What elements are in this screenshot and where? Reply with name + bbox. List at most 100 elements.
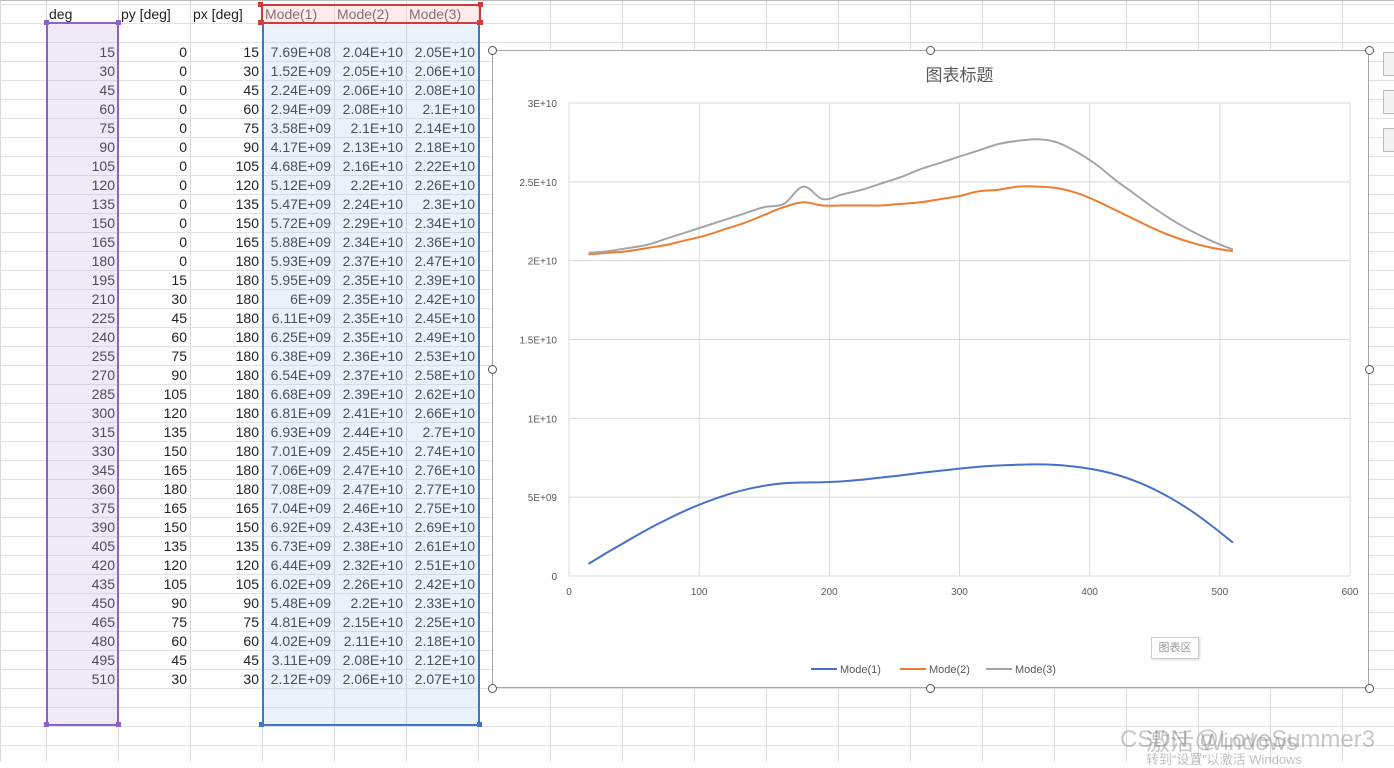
- cell-mode2[interactable]: 2.2E+10: [350, 595, 403, 611]
- cell-mode2[interactable]: 2.05E+10: [342, 63, 403, 79]
- cell-px[interactable]: 45: [243, 652, 259, 668]
- cell-px[interactable]: 90: [243, 595, 259, 611]
- cell-px[interactable]: 180: [235, 367, 259, 383]
- cell-py[interactable]: 0: [179, 44, 187, 60]
- cell-py[interactable]: 45: [171, 652, 187, 668]
- cell-py[interactable]: 90: [171, 367, 187, 383]
- cell-px[interactable]: 135: [235, 538, 259, 554]
- chart-resize-handle[interactable]: [488, 46, 497, 55]
- cell-py[interactable]: 0: [179, 63, 187, 79]
- cell-mode3[interactable]: 2.61E+10: [414, 538, 475, 554]
- cell-mode1[interactable]: 1.52E+09: [270, 63, 331, 79]
- chart-resize-handle[interactable]: [1365, 365, 1374, 374]
- cell-deg[interactable]: 165: [91, 234, 115, 250]
- cell-deg[interactable]: 345: [91, 462, 115, 478]
- cell-deg[interactable]: 195: [91, 272, 115, 288]
- cell-mode2[interactable]: 2.36E+10: [342, 348, 403, 364]
- cell-mode2[interactable]: 2.32E+10: [342, 557, 403, 573]
- cell-py[interactable]: 135: [163, 424, 187, 440]
- cell-mode3[interactable]: 2.51E+10: [414, 557, 475, 573]
- cell-mode2[interactable]: 2.38E+10: [342, 538, 403, 554]
- cell-py[interactable]: 75: [171, 614, 187, 630]
- cell-mode3[interactable]: 2.14E+10: [414, 120, 475, 136]
- cell-px[interactable]: 180: [235, 348, 259, 364]
- cell-mode3[interactable]: 2.25E+10: [414, 614, 475, 630]
- cell-mode3[interactable]: 2.42E+10: [414, 291, 475, 307]
- cell-deg[interactable]: 285: [91, 386, 115, 402]
- cell-mode2[interactable]: 2.35E+10: [342, 272, 403, 288]
- cell-mode3[interactable]: 2.47E+10: [414, 253, 475, 269]
- cell-deg[interactable]: 315: [91, 424, 115, 440]
- cell-mode1[interactable]: 2.12E+09: [270, 671, 331, 687]
- line-chart[interactable]: 图表标题 0 5E+09 1E+10 1.5E+10 2E+10 2.5E+10 3E+10 0…: [492, 50, 1369, 688]
- selection-handle[interactable]: [44, 722, 49, 727]
- header-cell-mode3[interactable]: Mode(3): [409, 6, 462, 22]
- cell-mode2[interactable]: 2.16E+10: [342, 158, 403, 174]
- cell-mode3[interactable]: 2.53E+10: [414, 348, 475, 364]
- cell-px[interactable]: 180: [235, 253, 259, 269]
- cell-px[interactable]: 150: [235, 519, 259, 535]
- cell-py[interactable]: 30: [171, 671, 187, 687]
- cell-mode3[interactable]: 2.69E+10: [414, 519, 475, 535]
- cell-mode2[interactable]: 2.15E+10: [342, 614, 403, 630]
- cell-mode3[interactable]: 2.18E+10: [414, 139, 475, 155]
- header-cell-px[interactable]: px [deg]: [193, 6, 243, 22]
- cell-mode2[interactable]: 2.1E+10: [350, 120, 403, 136]
- cell-mode1[interactable]: 6.44E+09: [270, 557, 331, 573]
- cell-mode3[interactable]: 2.26E+10: [414, 177, 475, 193]
- header-cell-mode1[interactable]: Mode(1): [265, 6, 318, 22]
- cell-mode2[interactable]: 2.08E+10: [342, 652, 403, 668]
- selection-handle[interactable]: [259, 722, 264, 727]
- chart-resize-handle[interactable]: [1365, 46, 1374, 55]
- cell-mode3[interactable]: 2.76E+10: [414, 462, 475, 478]
- cell-mode1[interactable]: 2.24E+09: [270, 82, 331, 98]
- cell-mode1[interactable]: 6.81E+09: [270, 405, 331, 421]
- cell-mode1[interactable]: 5.95E+09: [270, 272, 331, 288]
- cell-deg[interactable]: 330: [91, 443, 115, 459]
- cell-deg[interactable]: 420: [91, 557, 115, 573]
- cell-py[interactable]: 30: [171, 291, 187, 307]
- cell-py[interactable]: 90: [171, 595, 187, 611]
- cell-deg[interactable]: 15: [99, 44, 115, 60]
- cell-mode2[interactable]: 2.45E+10: [342, 443, 403, 459]
- chart-filters-button[interactable]: [1383, 128, 1394, 152]
- cell-deg[interactable]: 75: [99, 120, 115, 136]
- cell-deg[interactable]: 105: [91, 158, 115, 174]
- selection-handle[interactable]: [477, 722, 482, 727]
- cell-mode1[interactable]: 2.94E+09: [270, 101, 331, 117]
- cell-mode3[interactable]: 2.49E+10: [414, 329, 475, 345]
- cell-px[interactable]: 75: [243, 614, 259, 630]
- cell-deg[interactable]: 255: [91, 348, 115, 364]
- cell-px[interactable]: 180: [235, 424, 259, 440]
- cell-mode2[interactable]: 2.06E+10: [342, 671, 403, 687]
- cell-mode2[interactable]: 2.06E+10: [342, 82, 403, 98]
- cell-py[interactable]: 0: [179, 196, 187, 212]
- cell-py[interactable]: 45: [171, 310, 187, 326]
- cell-px[interactable]: 60: [243, 101, 259, 117]
- cell-mode3[interactable]: 2.06E+10: [414, 63, 475, 79]
- cell-mode2[interactable]: 2.35E+10: [342, 310, 403, 326]
- cell-deg[interactable]: 150: [91, 215, 115, 231]
- cell-mode2[interactable]: 2.44E+10: [342, 424, 403, 440]
- cell-deg[interactable]: 360: [91, 481, 115, 497]
- cell-px[interactable]: 90: [243, 139, 259, 155]
- cell-px[interactable]: 75: [243, 120, 259, 136]
- cell-deg[interactable]: 180: [91, 253, 115, 269]
- cell-mode2[interactable]: 2.47E+10: [342, 481, 403, 497]
- cell-mode1[interactable]: 4.81E+09: [270, 614, 331, 630]
- chart-resize-handle[interactable]: [1365, 684, 1374, 693]
- cell-deg[interactable]: 375: [91, 500, 115, 516]
- cell-mode3[interactable]: 2.18E+10: [414, 633, 475, 649]
- cell-mode3[interactable]: 2.1E+10: [422, 101, 475, 117]
- header-cell-py[interactable]: py [deg]: [121, 6, 171, 22]
- cell-mode3[interactable]: 2.62E+10: [414, 386, 475, 402]
- cell-mode2[interactable]: 2.37E+10: [342, 253, 403, 269]
- cell-mode1[interactable]: 5.93E+09: [270, 253, 331, 269]
- cell-mode1[interactable]: 5.48E+09: [270, 595, 331, 611]
- cell-deg[interactable]: 450: [91, 595, 115, 611]
- cell-mode1[interactable]: 3.58E+09: [270, 120, 331, 136]
- cell-mode1[interactable]: 6.92E+09: [270, 519, 331, 535]
- cell-deg[interactable]: 210: [91, 291, 115, 307]
- cell-py[interactable]: 0: [179, 139, 187, 155]
- cell-deg[interactable]: 270: [91, 367, 115, 383]
